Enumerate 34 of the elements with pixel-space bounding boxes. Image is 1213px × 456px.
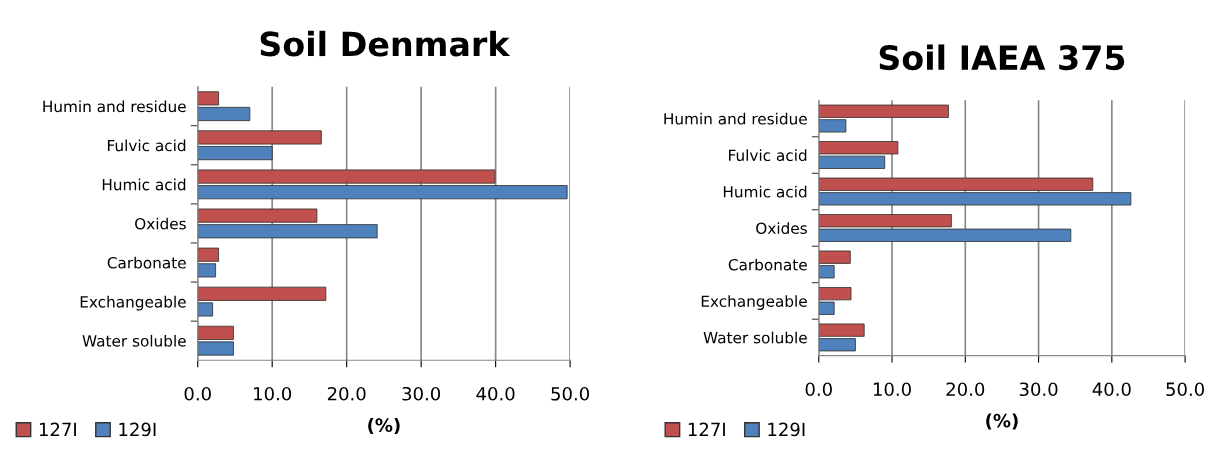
x-tick-label: 50.0 xyxy=(551,386,590,401)
x-axis-title: (%) xyxy=(986,413,1018,430)
legend-label: 127I xyxy=(39,422,76,436)
x-tick-label: 0.0 xyxy=(805,382,832,397)
x-tick-label: 20.0 xyxy=(327,386,366,401)
legend-label: 127I xyxy=(688,422,725,436)
y-tick-label: Oxides xyxy=(756,222,807,235)
y-tick-label: Water soluble xyxy=(703,331,807,344)
legend-label: 129I xyxy=(119,422,156,437)
x-tick-label: 10.0 xyxy=(873,382,911,397)
y-tick-label: Humin and residue xyxy=(43,100,186,113)
x-tick-label: 30.0 xyxy=(402,386,441,401)
x-tick-label: 10.0 xyxy=(254,386,292,401)
y-tick-label: Carbonate xyxy=(107,256,186,269)
chart-title: Soil IAEA 375 xyxy=(879,44,1125,71)
y-tick-label: Exchangeable xyxy=(701,295,807,310)
y-tick-label: Humic acid xyxy=(723,185,807,198)
x-tick-label: 0.0 xyxy=(184,386,211,401)
y-tick-label: Humic acid xyxy=(102,178,186,191)
y-tick-label: Fulvic acid xyxy=(107,139,186,152)
legend-label: 129I xyxy=(768,422,805,437)
y-tick-label: Oxides xyxy=(135,217,186,230)
x-tick-label: 50.0 xyxy=(1166,382,1204,397)
x-axis-title: (%) xyxy=(368,418,400,435)
x-tick-label: 30.0 xyxy=(1019,382,1058,397)
x-tick-label: 40.0 xyxy=(476,386,515,401)
x-tick-label: 40.0 xyxy=(1092,382,1131,397)
chart-title: Soil Denmark xyxy=(260,30,511,57)
x-tick-label: 20.0 xyxy=(946,382,985,397)
y-tick-label: Exchangeable xyxy=(80,295,186,311)
y-tick-label: Fulvic acid xyxy=(729,149,807,162)
y-tick-label: Water soluble xyxy=(82,334,186,347)
y-tick-label: Humin and residue xyxy=(664,112,807,125)
y-tick-label: Carbonate xyxy=(728,258,807,271)
